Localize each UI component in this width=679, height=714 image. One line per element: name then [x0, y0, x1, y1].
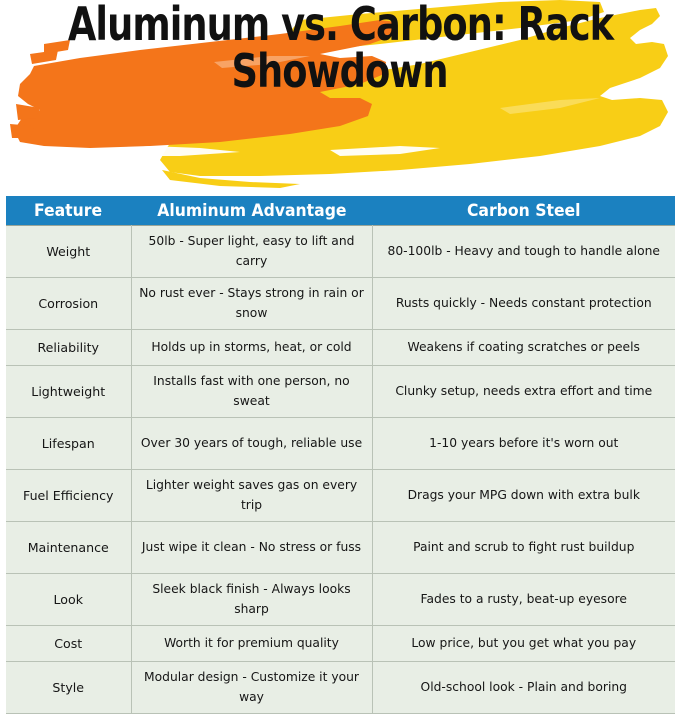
- cell-carbon: Drags your MPG down with extra bulk: [372, 469, 675, 522]
- cell-aluminum: No rust ever - Stays strong in rain or s…: [131, 277, 373, 330]
- cell-carbon: Paint and scrub to fight rust buildup: [372, 521, 675, 574]
- cell-carbon: Old-school look - Plain and boring: [372, 661, 675, 714]
- table-header-row: Feature Aluminum Advantage Carbon Steel: [6, 196, 675, 226]
- orange-brush-icon: [10, 20, 398, 148]
- table-row: Look Sleek black finish - Always looks sh…: [6, 573, 675, 626]
- cell-aluminum: Lighter weight saves gas on every trip: [131, 469, 373, 522]
- cell-aluminum: Over 30 years of tough, reliable use: [131, 417, 373, 470]
- table-header: Feature Aluminum Advantage Carbon Steel: [6, 196, 675, 226]
- cell-feature: Lightweight: [6, 365, 132, 418]
- table-row: Weight 50lb - Super light, easy to lift a…: [6, 225, 675, 278]
- cell-carbon: 80-100lb - Heavy and tough to handle alo…: [372, 225, 675, 278]
- cell-aluminum: 50lb - Super light, easy to lift and car…: [131, 225, 373, 278]
- cell-feature: Lifespan: [6, 417, 132, 470]
- page-title: Aluminum vs. Carbon: Rack Showdown: [0, 0, 679, 99]
- cell-aluminum: Sleek black finish - Always looks sharp: [131, 573, 373, 626]
- cell-carbon: Fades to a rusty, beat-up eyesore: [372, 573, 675, 626]
- title-line-1: Aluminum vs. Carbon: Rack: [67, 0, 614, 51]
- table-row: Lightweight Installs fast with one person…: [6, 365, 675, 418]
- table-row: Style Modular design - Customize it your …: [6, 661, 675, 714]
- cell-feature: Look: [6, 573, 132, 626]
- table-row: Fuel Efficiency Lighter weight saves gas …: [6, 469, 675, 522]
- table-row: Corrosion No rust ever - Stays strong in …: [6, 277, 675, 330]
- cell-aluminum: Holds up in storms, heat, or cold: [131, 329, 373, 366]
- table-body: Weight 50lb - Super light, easy to lift a…: [6, 225, 675, 714]
- cell-feature: Corrosion: [6, 277, 132, 330]
- column-header-feature: Feature: [6, 196, 131, 226]
- comparison-table: Feature Aluminum Advantage Carbon Steel …: [6, 196, 675, 714]
- column-header-aluminum-label: Aluminum Advantage: [156, 200, 347, 221]
- column-header-feature-label: Feature: [34, 200, 103, 221]
- cell-carbon: Weakens if coating scratches or peels: [372, 329, 675, 366]
- title-line-2: Showdown: [231, 44, 448, 99]
- column-header-carbon-label: Carbon Steel: [466, 200, 581, 221]
- cell-carbon: 1-10 years before it's worn out: [372, 417, 675, 470]
- brush-stroke-graphics: [10, 0, 668, 188]
- cell-feature: Reliability: [6, 329, 132, 366]
- cell-feature: Maintenance: [6, 521, 132, 574]
- cell-feature: Fuel Efficiency: [6, 469, 132, 522]
- cell-carbon: Clunky setup, needs extra effort and tim…: [372, 365, 675, 418]
- column-header-carbon: Carbon Steel: [372, 196, 675, 226]
- cell-feature: Style: [6, 661, 132, 714]
- cell-aluminum: Installs fast with one person, no sweat: [131, 365, 373, 418]
- cell-carbon: Rusts quickly - Needs constant protectio…: [372, 277, 675, 330]
- table-row: Lifespan Over 30 years of tough, reliable…: [6, 417, 675, 470]
- column-header-aluminum: Aluminum Advantage: [131, 196, 372, 226]
- hero-banner: Aluminum vs. Carbon: Rack Showdown: [0, 0, 679, 190]
- cell-aluminum: Modular design - Customize it your way: [131, 661, 373, 714]
- brush-texture-speckles: [96, 56, 600, 156]
- cell-aluminum: Just wipe it clean - No stress or fuss: [131, 521, 373, 574]
- table-row: Maintenance Just wipe it clean - No stres…: [6, 521, 675, 574]
- table-row: Reliability Holds up in storms, heat, or …: [6, 329, 675, 366]
- cell-feature: Weight: [6, 225, 132, 278]
